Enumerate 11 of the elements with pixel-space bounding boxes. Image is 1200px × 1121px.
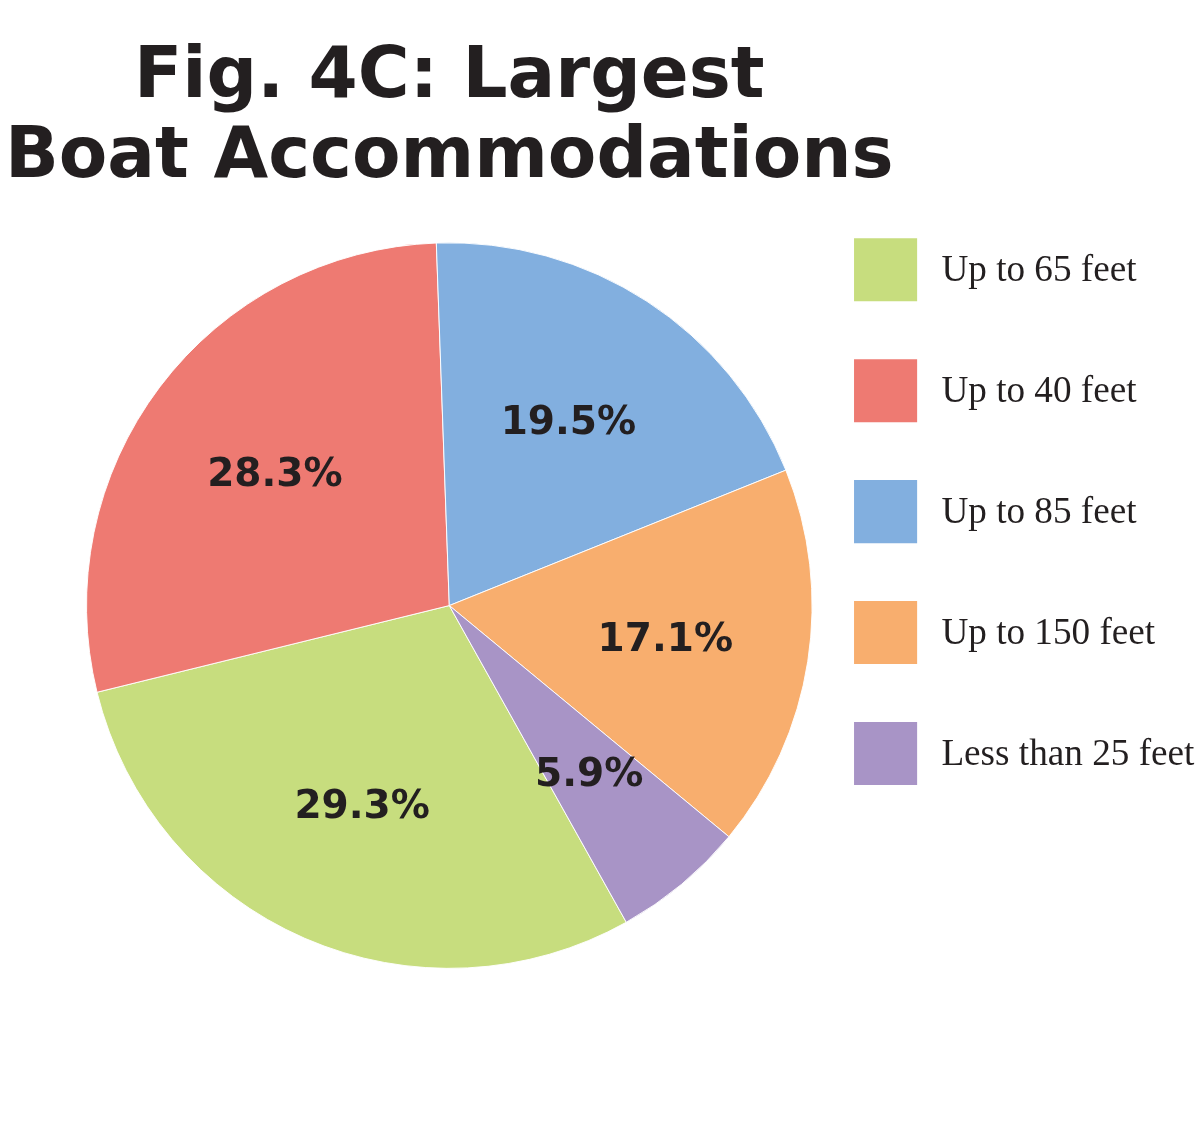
chart-title: Fig. 4C: Largest Boat Accommodations xyxy=(4,30,894,194)
legend-label: Up to 40 feet xyxy=(941,368,1138,410)
data-label: 17.1% xyxy=(597,615,734,661)
data-label: 19.5% xyxy=(500,398,637,444)
data-label: 29.3% xyxy=(294,782,430,828)
data-label: 5.9% xyxy=(535,749,644,795)
legend-label: Up to 85 feet xyxy=(941,489,1138,531)
data-label: 28.3% xyxy=(207,449,343,495)
legend-label: Up to 65 feet xyxy=(941,247,1138,289)
legend-label: Up to 150 feet xyxy=(941,610,1156,652)
legend-label: Less than 25 feet xyxy=(941,731,1196,773)
